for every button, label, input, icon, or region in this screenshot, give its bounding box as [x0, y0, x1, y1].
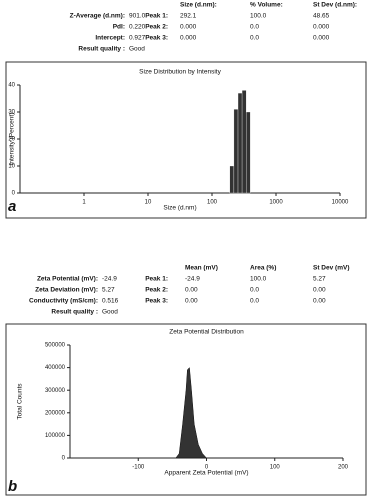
peak-value: 0.00: [313, 298, 326, 305]
bar: [246, 111, 251, 194]
x-tick-label: 100: [270, 465, 281, 471]
field-value: 5.27: [102, 287, 115, 294]
panel-label: b: [8, 478, 17, 495]
y-tick-label: 300000: [45, 388, 66, 394]
peak-value: 0.00: [313, 287, 326, 294]
y-tick-label: 500000: [45, 343, 66, 349]
field-label: Zeta Deviation (mV):: [35, 287, 98, 294]
peak-value: 0.0: [250, 35, 259, 42]
peak-label: Peak 2:: [145, 24, 168, 31]
chart-frame: [5, 323, 367, 496]
field-label: Result quality :: [51, 309, 98, 316]
peak-value: 0.0: [250, 24, 259, 31]
peak-value: -24.9: [185, 276, 200, 283]
y-tick-label: 0: [12, 191, 16, 197]
x-tick-label: 0: [205, 465, 209, 471]
column-header: % Volume:: [250, 2, 283, 9]
column-header: St Dev (d.nm):: [313, 2, 357, 9]
peak-value: 0.000: [313, 35, 330, 42]
column-header: Mean (mV): [185, 265, 218, 272]
peak-value: 292.1: [180, 13, 197, 20]
peak-label: Peak 3:: [145, 35, 168, 42]
x-tick-label: 1: [82, 200, 86, 206]
field-value: 901.0: [129, 13, 146, 20]
column-header: St Dev (mV): [313, 265, 349, 272]
peak-label: Peak 3:: [145, 298, 168, 305]
x-axis-label: Apparent Zeta Potential (mV): [164, 470, 248, 477]
bar: [233, 109, 239, 194]
y-tick-label: 10: [8, 164, 15, 170]
column-header: Area (%): [250, 265, 276, 272]
bar: [241, 90, 247, 194]
column-header: Size (d.nm):: [180, 2, 217, 9]
field-label: Result quality :: [78, 46, 125, 53]
y-tick-label: 400000: [45, 365, 66, 371]
peak-value: 100.0: [250, 13, 267, 20]
y-tick-label: 30: [8, 110, 15, 116]
field-value: 0.516: [102, 298, 119, 305]
field-label: PdI:: [113, 24, 125, 31]
peak-value: 0.0: [250, 298, 259, 305]
peak-value: 0.0: [250, 287, 259, 294]
peak-value: 0.000: [180, 35, 197, 42]
field-label: Z-Average (d.nm):: [70, 13, 125, 20]
peak-value: 0.00: [185, 287, 198, 294]
bar: [237, 92, 243, 194]
y-tick-label: 20: [8, 137, 15, 143]
peak-value: 100.0: [250, 276, 267, 283]
field-label: Intercept:: [95, 35, 125, 42]
peak-value: 0.000: [313, 24, 330, 31]
chart-title: Size Distribution by Intensity: [139, 69, 221, 76]
peak-label: Peak 2:: [145, 287, 168, 294]
peak-label: Peak 1:: [145, 276, 168, 283]
field-label: Zeta Potential (mV):: [37, 276, 98, 283]
y-tick-label: 40: [8, 83, 15, 89]
x-tick-label: 10: [145, 200, 152, 206]
y-tick-label: 100000: [45, 433, 66, 439]
area: [175, 367, 208, 459]
peak-value: 5.27: [313, 276, 326, 283]
x-tick-label: 100: [207, 200, 218, 206]
field-value: Good: [102, 309, 118, 316]
field-value: 0.927: [129, 35, 146, 42]
x-tick-label: -100: [132, 465, 145, 471]
x-tick-label: 10000: [332, 200, 349, 206]
x-axis-label: Size (d.nm): [163, 205, 196, 212]
y-tick-label: 200000: [45, 410, 66, 416]
panel-label: a: [8, 198, 16, 215]
bar: [229, 165, 235, 194]
peak-value: 0.000: [180, 24, 197, 31]
chart-title: Zeta Potential Distribution: [169, 329, 244, 336]
chart-frame: [5, 61, 367, 219]
x-tick-label: 1000: [269, 200, 283, 206]
x-tick-label: 200: [338, 465, 349, 471]
field-value: -24.9: [102, 276, 117, 283]
field-value: Good: [129, 46, 145, 53]
field-value: 0.220: [129, 24, 146, 31]
peak-label: Peak 1:: [145, 13, 168, 20]
field-label: Conductivity (mS/cm):: [29, 298, 98, 305]
peak-value: 0.00: [185, 298, 198, 305]
y-axis-label: Intensity (Percent): [9, 113, 16, 166]
peak-value: 48.65: [313, 13, 330, 20]
y-axis-label: Total Counts: [17, 383, 24, 420]
y-tick-label: 0: [62, 456, 66, 462]
